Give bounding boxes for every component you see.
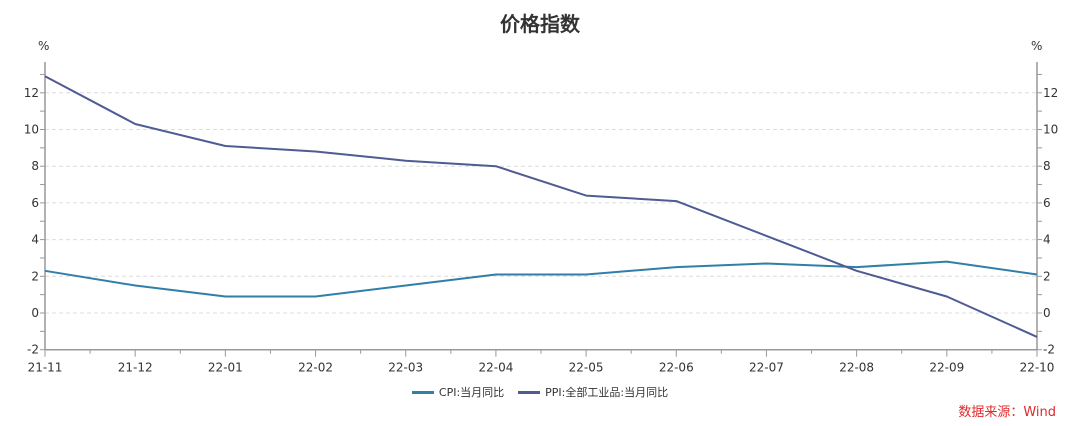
legend-swatch-ppi bbox=[518, 390, 541, 394]
y-tick-label-right: 2 bbox=[1043, 269, 1051, 283]
x-tick-label: 21-11 bbox=[28, 361, 63, 375]
y-tick-label-right: -2 bbox=[1043, 343, 1055, 357]
axes: 12 12 10 10 8 8 6 6 4 4 2 2 0 0 -2 -2 21-11 21-12 22-01 22-… bbox=[24, 62, 1058, 375]
x-tick-label: 22-09 bbox=[929, 361, 964, 375]
right-axis-unit: % bbox=[1031, 39, 1042, 53]
y-tick-label-right: 4 bbox=[1043, 233, 1051, 247]
y-tick-label-left: 12 bbox=[24, 86, 39, 100]
y-tick-label-right: 8 bbox=[1043, 159, 1051, 173]
y-tick-label-right: 10 bbox=[1043, 123, 1058, 137]
x-tick-label: 22-02 bbox=[298, 361, 333, 375]
y-tick-label-left: 0 bbox=[31, 306, 39, 320]
x-tick-label: 22-06 bbox=[659, 361, 694, 375]
y-tick-label-left: 8 bbox=[31, 159, 39, 173]
legend: CPI:当月同比 PPI:全部工业品:当月同比 bbox=[0, 384, 1080, 400]
y-tick-label-left: 10 bbox=[24, 123, 39, 137]
series-line-ppi bbox=[44, 75, 1038, 338]
legend-item-cpi[interactable]: CPI:当月同比 bbox=[411, 384, 505, 400]
x-tick-label: 22-07 bbox=[749, 361, 784, 375]
x-tick-label: 22-08 bbox=[839, 361, 874, 375]
legend-item-ppi[interactable]: PPI:全部工业品:当月同比 bbox=[518, 384, 668, 400]
y-tick-label-right: 6 bbox=[1043, 196, 1051, 210]
x-tick-label: 21-12 bbox=[118, 361, 153, 375]
series-lines bbox=[44, 75, 1038, 338]
gridlines bbox=[45, 92, 1037, 314]
y-tick-label-left: 4 bbox=[31, 233, 39, 247]
chart-title: 价格指数 bbox=[500, 12, 580, 36]
y-tick-label-left: 2 bbox=[31, 269, 39, 283]
x-tick-label: 22-03 bbox=[388, 361, 423, 375]
legend-label-cpi: CPI:当月同比 bbox=[438, 386, 505, 399]
data-source: 数据来源：Wind bbox=[958, 405, 1056, 420]
x-tick-label: 22-01 bbox=[208, 361, 243, 375]
x-tick-label: 22-10 bbox=[1020, 361, 1055, 375]
left-axis-unit: % bbox=[38, 39, 49, 53]
x-tick-label: 22-05 bbox=[569, 361, 604, 375]
y-tick-label-left: 6 bbox=[31, 196, 39, 210]
line-chart: 12 12 10 10 8 8 6 6 4 4 2 2 0 0 -2 -2 21-11 21-12 22-01 22-… bbox=[24, 39, 1059, 375]
legend-swatch-cpi bbox=[411, 390, 434, 394]
y-tick-label-right: 12 bbox=[1043, 86, 1058, 100]
y-tick-label-right: 0 bbox=[1043, 306, 1051, 320]
series-line-cpi bbox=[44, 260, 1038, 298]
y-tick-label-left: -2 bbox=[27, 343, 39, 357]
legend-label-ppi: PPI:全部工业品:当月同比 bbox=[545, 386, 669, 399]
x-tick-label: 22-04 bbox=[478, 361, 513, 375]
